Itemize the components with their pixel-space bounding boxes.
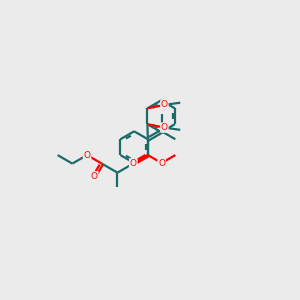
Text: O: O [161,123,168,132]
Text: O: O [84,151,91,160]
Text: O: O [158,158,165,167]
Text: O: O [130,159,137,168]
Text: O: O [161,100,168,109]
Text: O: O [91,172,98,181]
Text: O: O [130,159,137,168]
